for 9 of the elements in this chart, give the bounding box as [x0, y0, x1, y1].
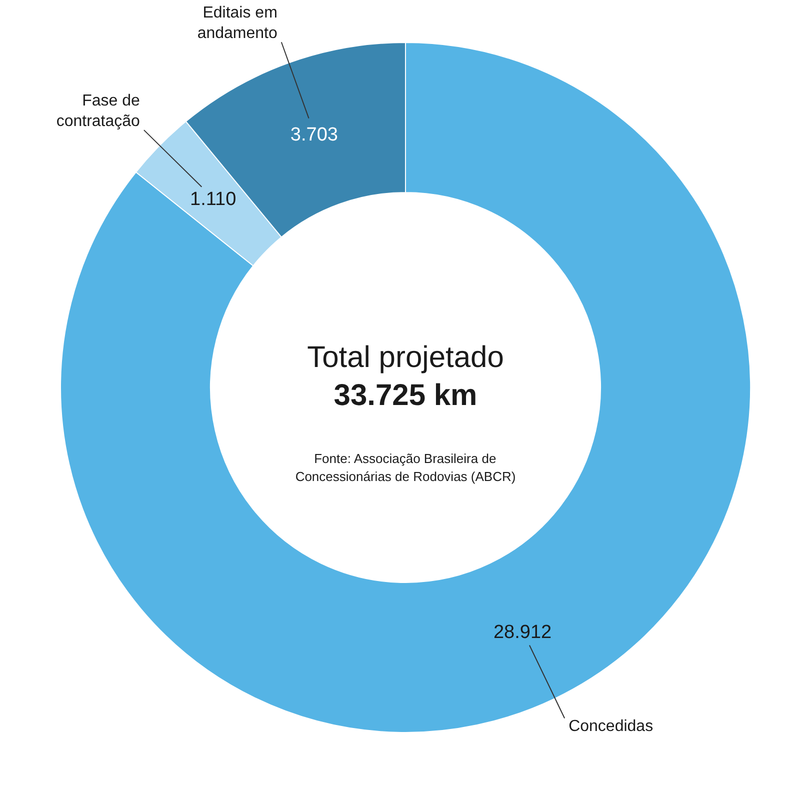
- slice-label: Fase de contratação: [56, 92, 140, 130]
- data-label: 28.912: [493, 622, 552, 643]
- slice-label: Editais em andamento: [197, 4, 278, 42]
- text: Total projetado: [307, 341, 504, 374]
- data-label: 1.110: [190, 189, 236, 210]
- text: 33.725 km: [334, 379, 478, 412]
- data-label: 3.703: [290, 124, 338, 146]
- slice-label: Concedidas: [568, 718, 654, 736]
- source-note: Fonte: Associação Brasileira de Concessionárias de Rodovias (ABCR): [295, 451, 516, 484]
